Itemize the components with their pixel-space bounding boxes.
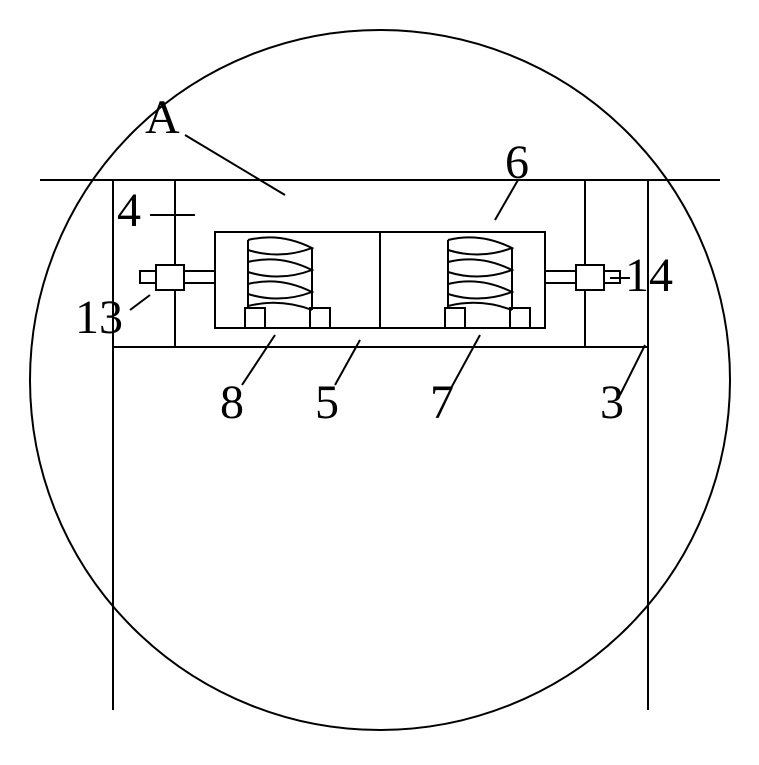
right-peg [545,265,620,290]
engineering-diagram: A 6 4 14 13 8 5 7 3 [0,0,759,760]
label-7: 7 [430,375,454,430]
foot-block-4 [510,308,530,328]
label-14: 14 [625,248,673,303]
left-spring [248,237,312,310]
label-8: 8 [220,375,244,430]
label-A: A [145,90,180,145]
foot-block-2 [310,308,330,328]
foot-block-3 [445,308,465,328]
leader-13 [130,295,150,310]
label-3: 3 [600,375,624,430]
right-spring [448,237,512,310]
label-5: 5 [315,375,339,430]
foot-block-1 [245,308,265,328]
leader-7 [450,335,480,390]
leader-A [185,135,285,195]
label-13: 13 [75,290,123,345]
leader-lines [130,135,645,395]
label-6: 6 [505,135,529,190]
detail-circle [30,30,730,730]
diagram-svg [0,0,759,760]
label-4: 4 [117,183,141,238]
left-peg [140,265,215,290]
leader-8 [242,335,275,385]
